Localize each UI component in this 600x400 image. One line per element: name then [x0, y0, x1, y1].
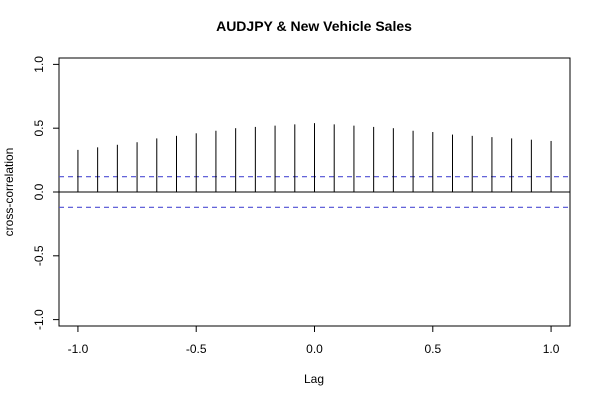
- x-axis: -1.0 -0.5 0.0 0.5 1.0: [68, 325, 560, 356]
- x-tick-label: 0.0: [306, 342, 323, 356]
- x-axis-label: Lag: [304, 372, 324, 386]
- y-tick-label: -0.5: [32, 245, 46, 266]
- y-tick-label: 0.0: [32, 183, 46, 200]
- x-tick-label: -1.0: [68, 342, 89, 356]
- correlation-bars: [77, 123, 552, 192]
- y-tick-label: 1.0: [32, 56, 46, 73]
- y-axis: -1.0 -0.5 0.0 0.5 1.0: [32, 56, 59, 330]
- y-axis-label: cross-correlation: [2, 148, 16, 237]
- chart-title: AUDJPY & New Vehicle Sales: [216, 18, 412, 34]
- x-tick-label: 1.0: [543, 342, 560, 356]
- x-tick-label: 0.5: [424, 342, 441, 356]
- y-tick-label: -1.0: [32, 309, 46, 330]
- y-tick-label: 0.5: [32, 120, 46, 137]
- x-tick-label: -0.5: [186, 342, 207, 356]
